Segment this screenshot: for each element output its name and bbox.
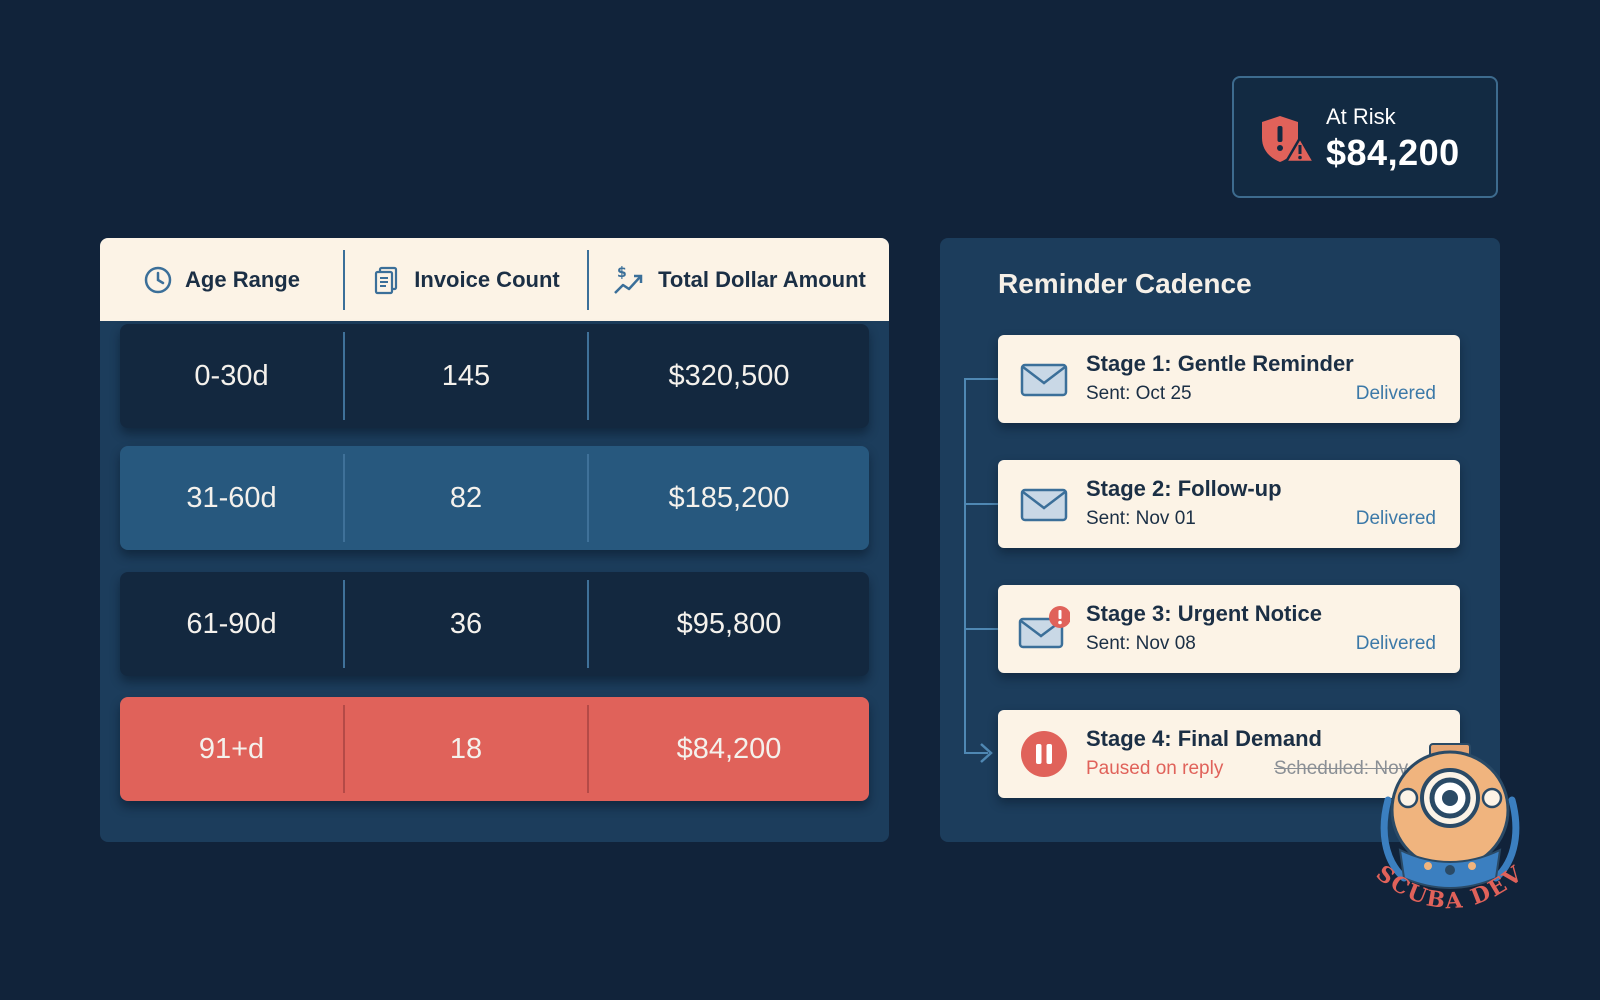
pause-icon[interactable] [1018, 730, 1070, 778]
column-label: Age Range [185, 266, 300, 292]
table-row[interactable]: 0-30d 145 $320,500 [120, 324, 869, 428]
envelope-icon [1020, 488, 1068, 522]
reminder-cadence-panel: Reminder Cadence Stage 1: Gentle Reminde… [940, 238, 1500, 842]
total-amount-cell: $95,800 [676, 607, 782, 640]
column-header-age-range[interactable]: Age Range [100, 238, 343, 321]
cell-divider [587, 580, 589, 668]
envelope-alert-icon [1018, 606, 1070, 649]
stage-title: Stage 2: Follow-up [1086, 476, 1282, 501]
stage-status: Delivered [1355, 383, 1436, 404]
stage-title: Stage 1: Gentle Reminder [1086, 351, 1354, 376]
column-label: Total Dollar Amount [658, 266, 866, 292]
invoice-count-cell: 18 [449, 732, 483, 765]
stage-card-4[interactable]: Stage 4: Final Demand Paused on reply Sc… [998, 710, 1460, 798]
stage-sent-date: Sent: Nov 01 [1086, 508, 1196, 529]
stage-card-1[interactable]: Stage 1: Gentle Reminder Sent: Oct 25 De… [998, 335, 1460, 423]
stage-status: Delivered [1355, 633, 1436, 654]
shield-warning-icon [1262, 116, 1316, 164]
timeline-branch [964, 752, 988, 754]
cell-divider [587, 705, 589, 793]
total-amount-cell: $320,500 [668, 359, 790, 392]
total-amount-cell: $185,200 [668, 481, 790, 514]
timeline-branch [964, 503, 998, 505]
stage-scheduled-date: Scheduled: Nov 15 [1274, 758, 1435, 779]
age-range-cell: 61-90d [186, 607, 277, 640]
stage-card-3[interactable]: Stage 3: Urgent Notice Sent: Nov 08 Deli… [998, 585, 1460, 673]
timeline-branch [964, 628, 998, 630]
timeline-connector [964, 380, 966, 752]
stage-paused-status: Paused on reply [1086, 758, 1224, 779]
timeline-branch [964, 378, 998, 380]
column-divider [343, 250, 345, 310]
envelope-icon [1020, 363, 1068, 397]
aging-table-header: Age Range Invoice Count $ Total Dollar A… [100, 238, 889, 321]
column-divider [587, 250, 589, 310]
aging-table: Age Range Invoice Count $ Total Dollar A… [100, 238, 889, 842]
table-row-at-risk[interactable]: 91+d 18 $84,200 [120, 697, 869, 801]
stage-card-2[interactable]: Stage 2: Follow-up Sent: Nov 01 Delivere… [998, 460, 1460, 548]
invoice-count-cell: 82 [449, 481, 483, 514]
age-range-cell: 31-60d [186, 481, 277, 514]
cell-divider [343, 454, 345, 542]
stage-status: Delivered [1355, 508, 1436, 529]
at-risk-card[interactable]: At Risk $84,200 [1232, 76, 1498, 198]
column-header-invoice-count[interactable]: Invoice Count [345, 238, 587, 321]
cell-divider [343, 332, 345, 420]
stage-title: Stage 4: Final Demand [1086, 726, 1322, 751]
invoice-count-cell: 145 [441, 359, 491, 392]
cell-divider [343, 705, 345, 793]
cell-divider [343, 580, 345, 668]
stage-sent-date: Sent: Oct 25 [1086, 383, 1192, 404]
panel-title: Reminder Cadence [998, 268, 1252, 299]
dollar-trend-icon: $ [614, 265, 643, 294]
age-range-cell: 91+d [198, 732, 265, 765]
cell-divider [587, 332, 589, 420]
at-risk-value: $84,200 [1326, 132, 1460, 173]
column-label: Invoice Count [414, 266, 560, 292]
stage-sent-date: Sent: Nov 08 [1086, 633, 1196, 654]
svg-text:$: $ [617, 265, 627, 281]
stage-title: Stage 3: Urgent Notice [1086, 601, 1322, 626]
at-risk-label: At Risk [1326, 104, 1396, 129]
document-icon [375, 266, 398, 294]
arrow-right-icon [980, 743, 993, 763]
cell-divider [587, 454, 589, 542]
column-header-total-amount[interactable]: $ Total Dollar Amount [589, 238, 889, 321]
invoice-count-cell: 36 [449, 607, 483, 640]
total-amount-cell: $84,200 [676, 732, 782, 765]
clock-icon [144, 266, 172, 293]
table-row[interactable]: 61-90d 36 $95,800 [120, 572, 869, 676]
table-row[interactable]: 31-60d 82 $185,200 [120, 446, 869, 550]
diving-helmet-logo: SCUBA DEV [1371, 743, 1527, 914]
age-range-cell: 0-30d [194, 359, 269, 392]
